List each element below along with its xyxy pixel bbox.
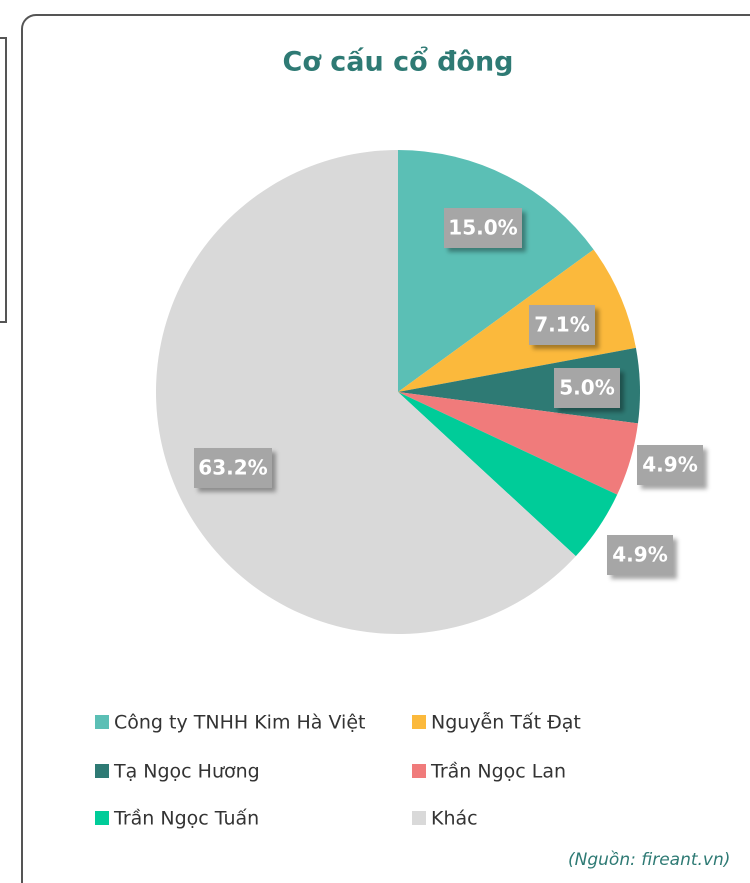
legend-swatch [95,715,109,729]
data-label: 15.0% [448,216,517,240]
data-label: 4.9% [642,453,697,477]
legend-swatch [412,764,426,778]
pie-slice [155,150,576,635]
pie-slice [398,392,638,495]
legend-label: Tạ Ngọc Hương [113,761,260,783]
pie-slice [398,392,618,557]
data-label-box [444,208,522,248]
pie-slice [398,249,636,392]
side-card [0,37,7,323]
data-label: 4.9% [612,543,667,567]
chart-title: Cơ cấu cổ đông [283,45,514,78]
data-label: 63.2% [198,456,267,480]
legend-swatch [95,764,109,778]
legend-swatch [412,715,426,729]
data-label: 5.0% [559,376,614,400]
legend-swatch [95,811,109,825]
data-label-box [554,368,620,408]
legend-label: Nguyễn Tất Đạt [431,711,581,734]
legend-label: Công ty TNHH Kim Hà Việt [114,712,365,734]
data-label: 7.1% [534,313,589,337]
data-label-box [529,305,595,345]
legend-label: Trần Ngọc Tuấn [113,808,259,830]
data-label-box [194,448,272,488]
data-label-box [637,445,703,485]
source-note: (Nguồn: fireant.vn) [568,849,730,870]
data-label-box [607,535,673,575]
legend-swatch [412,811,426,825]
legend-label: Trần Ngọc Lan [430,761,566,783]
legend-label: Khác [431,808,478,830]
